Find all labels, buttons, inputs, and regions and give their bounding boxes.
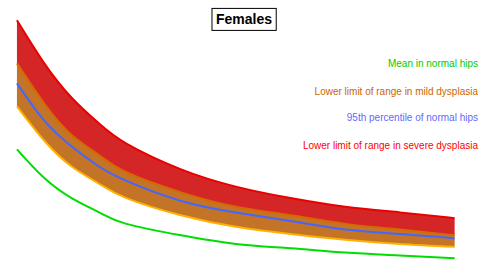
title: Females: [216, 11, 272, 27]
series-line: [17, 149, 455, 258]
plot: Females Lower limit of range in severe dy…: [17, 8, 478, 258]
annotation: Lower limit of range in severe dysplasia: [303, 140, 479, 151]
title-group: Females: [212, 8, 276, 30]
series-line: [17, 106, 455, 246]
annotation: Lower limit of range in mild dysplasia: [315, 86, 479, 97]
annotation: 95th percentile of normal hips: [347, 112, 478, 123]
title-box: [212, 8, 276, 30]
chart: Females Lower limit of range in severe dy…: [0, 0, 488, 270]
series-line: [17, 83, 455, 238]
annotation: Mean in normal hips: [388, 58, 478, 69]
